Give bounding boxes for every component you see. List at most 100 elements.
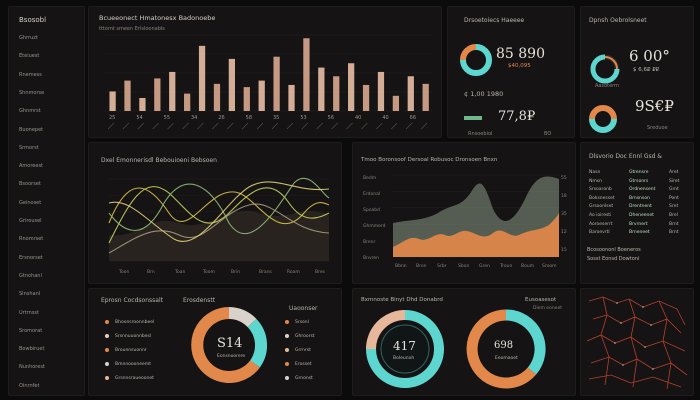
table-row-value-a: Brnsnson — [629, 195, 650, 201]
legend-dot — [105, 362, 109, 366]
bar — [139, 97, 146, 111]
sidebar-title: Bsosobl — [19, 16, 47, 24]
bar-tick-mark — [197, 122, 204, 130]
bar — [273, 56, 280, 111]
table-row-value-a: Ordnensent — [629, 187, 656, 193]
kpi-panel-2: Dpnsh Oebrolsneet 6 00° $ 6,6₽ ₽₽ Aasote… — [580, 6, 694, 138]
bar-panel-subtitle: tttomt smeen Erlsloonabls — [99, 26, 165, 32]
sidebar-item[interactable]: Bowbiruet — [19, 346, 45, 353]
sidebar-item[interactable]: Bsoorset — [19, 181, 41, 188]
table-row-value-a: Dheneenet — [629, 213, 654, 218]
legend-label-right: Srsonl — [295, 320, 309, 325]
bar-panel-title: Bcueeonect Hmatonesx Badonoebe — [99, 14, 216, 22]
sidebar-item[interactable]: Oinrnfet — [19, 382, 40, 389]
donut-1-chart — [191, 307, 267, 383]
sidebar-item[interactable]: Buonepet — [19, 126, 44, 133]
line-x-label: Toom — [202, 269, 215, 275]
bar-tick-mark — [331, 122, 338, 130]
bar-tick-mark — [361, 122, 368, 130]
legend-dot — [285, 362, 289, 366]
legend-dot — [105, 334, 109, 338]
line-x-label: Toan — [174, 269, 185, 275]
sidebar-item[interactable]: Gtnohanl — [19, 272, 42, 279]
kpi-1-donut — [460, 44, 492, 76]
sidebar-item[interactable]: Geinoset — [19, 199, 42, 206]
sidebar-item[interactable]: Urtrnsst — [19, 309, 39, 316]
sidebar-item[interactable]: Amoreest — [19, 163, 44, 170]
bar — [392, 95, 400, 111]
bar — [422, 83, 429, 111]
kpi-1-value-side: $40,095 — [508, 63, 531, 69]
bar-tick-mark — [137, 122, 144, 130]
sidebar-item[interactable]: Ghnmrst — [19, 108, 41, 115]
table-row-label: Baroevrtl — [589, 230, 610, 236]
sidebar-item[interactable]: Sromorat — [19, 327, 43, 334]
area-x-label: Sroom — [542, 263, 557, 269]
sidebar-item[interactable]: Srmorst — [19, 144, 39, 151]
donut-1-legend-title: Erosdenstt — [183, 297, 216, 304]
table-panel: Dlsvorio Doc Ennl Gsd & Nasn Gtrensre Aret… — [580, 142, 694, 284]
table-row-value-a: Brvrnert — [629, 221, 648, 227]
area-y-label: Bnvren — [363, 255, 379, 261]
line-x-label: Brans — [259, 269, 273, 275]
bar-tick-mark — [405, 122, 413, 130]
bar-x-label: 66 — [410, 115, 416, 121]
kpi-1-row-a: ¢ 1,00 1980 — [464, 90, 504, 98]
bar — [184, 93, 191, 111]
sidebar-item[interactable]: Nunhorest — [19, 364, 45, 371]
kpi-1-value: 85 890 — [496, 46, 545, 62]
line-x-label: Brin — [231, 269, 240, 275]
sidebar-item[interactable]: Grirousel — [19, 218, 42, 224]
sidebar-item[interactable]: Ghrruzt — [19, 35, 38, 41]
bar-x-label: 55 — [164, 115, 170, 121]
bar — [303, 38, 310, 111]
bar — [407, 76, 414, 111]
bar-tick-mark — [107, 122, 115, 130]
sidebar-item[interactable]: Rnemess — [19, 71, 42, 78]
table-row-value-b: Brnt — [669, 230, 679, 236]
legend-label: Bhoonsroonnbeel — [115, 320, 155, 325]
legend-dot — [105, 348, 109, 352]
bar-chart: 25 54 55 34 26 58 35 53 56 40 40 66 — [105, 34, 433, 130]
bar — [362, 84, 370, 111]
table-footer-2: Sosst Eonsd Dowtoni — [587, 256, 640, 262]
bar-tick-mark — [227, 122, 234, 130]
area-y-right-label: 35 — [561, 211, 567, 217]
line-panel-title: Dxel Emonnerisdl Bebouioeni Bebsoen — [101, 157, 217, 164]
legend-dot — [105, 320, 109, 324]
line-series — [108, 187, 330, 225]
bar — [228, 58, 236, 111]
legend-label: Grsnnsraueoonet — [115, 376, 154, 381]
area-x-label: Gren — [479, 263, 490, 269]
bar-tick-mark — [316, 122, 323, 130]
bar-x-label: 53 — [300, 115, 306, 121]
bar — [288, 84, 295, 111]
sidebar-item[interactable]: Slnshanl — [19, 291, 41, 298]
kpi-2-value-lower: 9S€₽ — [635, 97, 674, 115]
table-title: Dlsvorio Doc Ennl Gsd & — [589, 153, 662, 160]
bar-tick-mark — [241, 122, 249, 130]
kpi-2-row-b: Sreduoe — [647, 125, 668, 131]
table-row-label: Nasn — [589, 170, 601, 175]
sidebar-item[interactable]: Shnmorse — [19, 89, 45, 96]
sidebar-item[interactable]: Ersnorset — [19, 254, 43, 261]
kpi-1-indicator — [464, 116, 482, 120]
legend-dot — [105, 376, 109, 380]
area-series-front — [393, 213, 559, 257]
sidebar-item[interactable]: Eteiuest — [19, 53, 40, 60]
bar-tick-mark — [420, 122, 428, 130]
kpi-2-value-sub: $ 6,6₽ ₽₽ — [633, 67, 660, 73]
bar-x-label: 26 — [218, 115, 224, 121]
legend-label-right: Ghroorst — [295, 334, 315, 339]
kpi-1-row-c: BO — [544, 131, 552, 137]
legend-label: Srsnnuuonnbesl — [115, 334, 152, 339]
table-row-value-b: Siret — [669, 178, 680, 184]
bar — [258, 80, 265, 111]
kpi-2-title: Dpnsh Oebrolsneet — [589, 17, 647, 24]
legend-dot — [285, 376, 289, 380]
sidebar-item[interactable]: Rnomrset — [19, 236, 44, 243]
line-x-label: Toon — [118, 269, 129, 275]
kpi-2-value: 6 00° — [629, 47, 670, 65]
table-row-value-b: Brel — [669, 213, 678, 218]
line-series — [108, 203, 330, 254]
